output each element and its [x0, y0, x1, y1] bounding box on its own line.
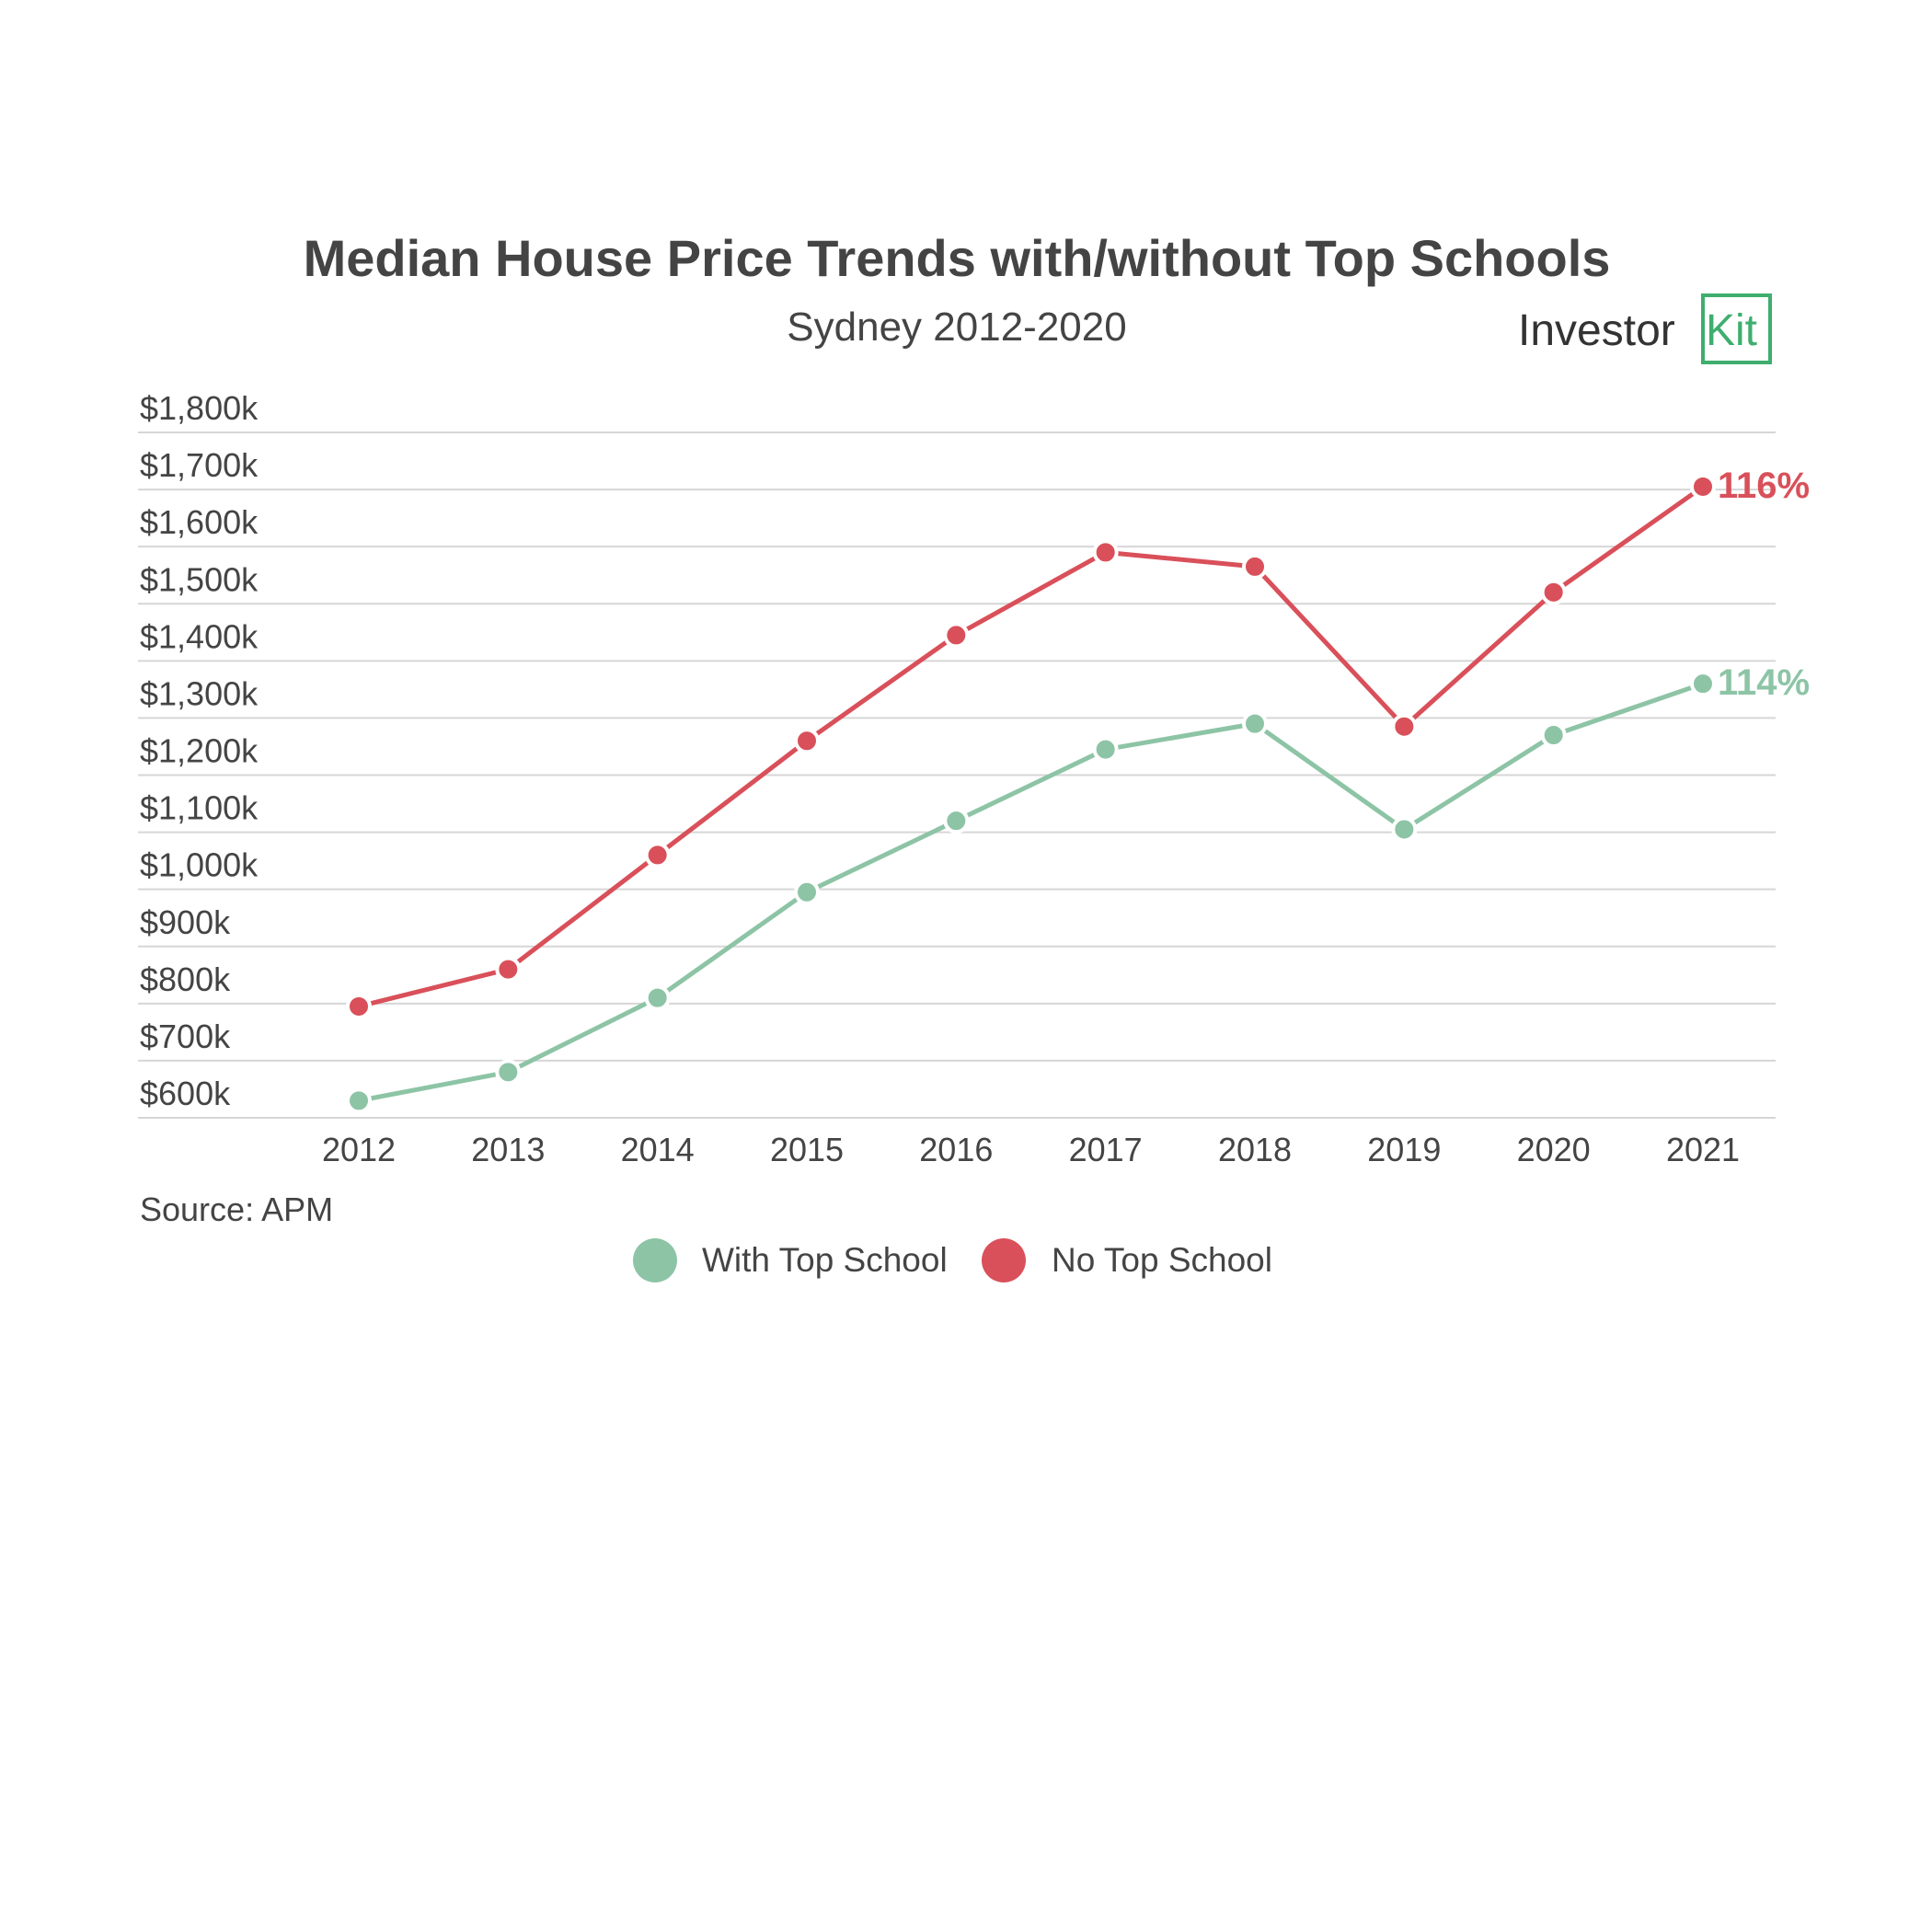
series-with-top-school: 114%: [346, 662, 1810, 1114]
data-point[interactable]: [794, 728, 820, 754]
data-point[interactable]: [495, 956, 522, 983]
y-tick-label: $1,100k: [140, 789, 259, 827]
y-tick-label: $900k: [140, 903, 231, 941]
y-tick-label: $600k: [140, 1075, 231, 1112]
x-tick-label: 2014: [621, 1131, 695, 1168]
y-tick-label: $1,300k: [140, 674, 259, 712]
data-point[interactable]: [644, 842, 671, 868]
y-tick-label: $1,600k: [140, 503, 259, 541]
x-tick-label: 2019: [1367, 1131, 1441, 1168]
y-tick-label: $800k: [140, 960, 231, 998]
data-point[interactable]: [943, 622, 970, 649]
legend-swatch: [633, 1238, 677, 1282]
x-tick-label: 2012: [322, 1131, 396, 1168]
data-point[interactable]: [1391, 713, 1418, 740]
data-point[interactable]: [1690, 473, 1716, 500]
data-point[interactable]: [1092, 539, 1119, 566]
x-tick-label: 2015: [770, 1131, 844, 1168]
legend-item[interactable]: No Top School: [982, 1238, 1272, 1282]
y-tick-label: $1,400k: [140, 617, 259, 655]
x-tick-label: 2013: [471, 1131, 545, 1168]
y-tick-label: $1,700k: [140, 446, 259, 484]
data-point[interactable]: [644, 984, 671, 1011]
legend-swatch: [982, 1238, 1026, 1282]
data-point[interactable]: [346, 1087, 372, 1114]
data-point[interactable]: [1540, 579, 1567, 605]
gridlines: [138, 431, 1776, 1119]
x-tick-label: 2021: [1666, 1131, 1740, 1168]
series: 114% 116%: [346, 466, 1810, 1114]
x-axis: 2012 2013 2014 2015 2016 2017 2018 2019 2020 2021: [322, 1131, 1740, 1168]
series-no-top-school: 116%: [346, 466, 1810, 1019]
data-point[interactable]: [1391, 816, 1418, 843]
logo-kit: Kit: [1706, 306, 1757, 355]
y-axis: $600k $700k $800k $900k $1,000k $1,100k $1,200…: [140, 389, 259, 1112]
x-tick-label: 2017: [1069, 1131, 1143, 1168]
series-line: [358, 484, 1705, 1009]
data-point[interactable]: [1092, 736, 1119, 763]
end-label: 114%: [1718, 662, 1810, 703]
source-note: Source: APM: [140, 1190, 333, 1228]
data-point[interactable]: [1690, 671, 1716, 697]
series-line: [358, 681, 1704, 1103]
data-point[interactable]: [346, 993, 372, 1019]
data-point[interactable]: [794, 879, 820, 905]
chart-title: Median House Price Trends with/without T…: [304, 229, 1611, 287]
y-tick-label: $1,000k: [140, 846, 259, 884]
data-point[interactable]: [943, 808, 970, 834]
legend-label: No Top School: [1052, 1241, 1272, 1279]
data-point[interactable]: [1242, 710, 1268, 737]
x-tick-label: 2018: [1218, 1131, 1292, 1168]
legend-item[interactable]: With Top School: [633, 1238, 948, 1282]
logo-text: Investor: [1518, 306, 1675, 355]
end-label: 116%: [1718, 466, 1810, 506]
x-tick-label: 2020: [1517, 1131, 1591, 1168]
y-tick-label: $1,200k: [140, 732, 259, 770]
data-point[interactable]: [1540, 722, 1567, 749]
legend: With Top School No Top School: [633, 1238, 1272, 1282]
y-tick-label: $1,500k: [140, 560, 259, 598]
chart-subtitle: Sydney 2012-2020: [787, 305, 1126, 350]
legend-label: With Top School: [702, 1241, 948, 1279]
y-tick-label: $700k: [140, 1018, 231, 1055]
data-point[interactable]: [495, 1059, 522, 1086]
y-tick-label: $1,800k: [140, 389, 259, 427]
x-tick-label: 2016: [919, 1131, 993, 1168]
data-point[interactable]: [1242, 553, 1268, 580]
investor-kit-logo: Investor Kit: [1518, 293, 1772, 364]
logo-kit-box: [1701, 293, 1772, 364]
